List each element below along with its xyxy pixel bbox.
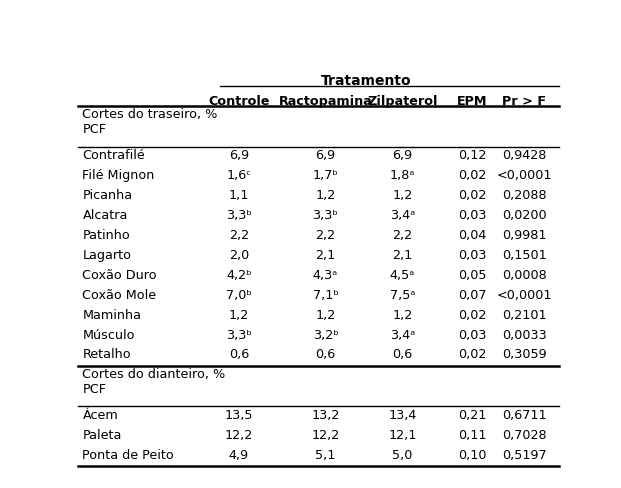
Text: 6,9: 6,9 bbox=[229, 149, 249, 163]
Text: Picanha: Picanha bbox=[83, 189, 132, 202]
Text: 12,1: 12,1 bbox=[388, 428, 417, 442]
Text: 13,2: 13,2 bbox=[311, 409, 340, 422]
Text: <0,0001: <0,0001 bbox=[497, 169, 552, 182]
Text: 3,4ᵃ: 3,4ᵃ bbox=[390, 328, 415, 342]
Text: Alcatra: Alcatra bbox=[83, 209, 128, 222]
Text: Patinho: Patinho bbox=[83, 229, 130, 242]
Text: 2,1: 2,1 bbox=[315, 249, 335, 262]
Text: 0,10: 0,10 bbox=[458, 448, 486, 462]
Text: 0,11: 0,11 bbox=[458, 428, 486, 442]
Text: 6,9: 6,9 bbox=[392, 149, 412, 163]
Text: Ractopamina: Ractopamina bbox=[279, 95, 373, 107]
Text: 0,03: 0,03 bbox=[458, 328, 486, 342]
Text: 1,1: 1,1 bbox=[229, 189, 249, 202]
Text: 0,02: 0,02 bbox=[458, 189, 486, 202]
Text: 1,6ᶜ: 1,6ᶜ bbox=[226, 169, 252, 182]
Text: Ácem: Ácem bbox=[83, 409, 118, 422]
Text: Contrafilé: Contrafilé bbox=[83, 149, 145, 163]
Text: 0,0033: 0,0033 bbox=[502, 328, 546, 342]
Text: 0,6711: 0,6711 bbox=[502, 409, 546, 422]
Text: 12,2: 12,2 bbox=[311, 428, 340, 442]
Text: 7,0ᵇ: 7,0ᵇ bbox=[226, 289, 252, 302]
Text: 0,02: 0,02 bbox=[458, 348, 486, 362]
Text: 7,5ᵃ: 7,5ᵃ bbox=[390, 289, 415, 302]
Text: 3,3ᵇ: 3,3ᵇ bbox=[312, 209, 338, 222]
Text: 0,6: 0,6 bbox=[392, 348, 412, 362]
Text: 0,6: 0,6 bbox=[315, 348, 335, 362]
Text: 0,5197: 0,5197 bbox=[502, 448, 546, 462]
Text: <0,0001: <0,0001 bbox=[497, 289, 552, 302]
Text: Filé Mignon: Filé Mignon bbox=[83, 169, 155, 182]
Text: 1,2: 1,2 bbox=[315, 189, 335, 202]
Text: 0,0008: 0,0008 bbox=[502, 269, 546, 282]
Text: 0,07: 0,07 bbox=[458, 289, 486, 302]
Text: 2,1: 2,1 bbox=[392, 249, 412, 262]
Text: 2,2: 2,2 bbox=[229, 229, 249, 242]
Text: Pr > F: Pr > F bbox=[502, 95, 546, 107]
Text: 13,5: 13,5 bbox=[225, 409, 253, 422]
Text: Ponta de Peito: Ponta de Peito bbox=[83, 448, 174, 462]
Text: 5,1: 5,1 bbox=[315, 448, 336, 462]
Text: 0,03: 0,03 bbox=[458, 209, 486, 222]
Text: 0,3059: 0,3059 bbox=[502, 348, 546, 362]
Text: 0,9428: 0,9428 bbox=[502, 149, 546, 163]
Text: 3,2ᵇ: 3,2ᵇ bbox=[312, 328, 338, 342]
Text: 2,2: 2,2 bbox=[315, 229, 335, 242]
Text: Coxão Duro: Coxão Duro bbox=[83, 269, 157, 282]
Text: 0,03: 0,03 bbox=[458, 249, 486, 262]
Text: Paleta: Paleta bbox=[83, 428, 122, 442]
Text: Músculo: Músculo bbox=[83, 328, 135, 342]
Text: Cortes do traseiro, %
PCF: Cortes do traseiro, % PCF bbox=[83, 108, 218, 137]
Text: 1,7ᵇ: 1,7ᵇ bbox=[312, 169, 338, 182]
Text: 0,1501: 0,1501 bbox=[502, 249, 546, 262]
Text: 2,2: 2,2 bbox=[392, 229, 412, 242]
Text: 0,12: 0,12 bbox=[458, 149, 486, 163]
Text: 6,9: 6,9 bbox=[315, 149, 335, 163]
Text: 0,05: 0,05 bbox=[458, 269, 486, 282]
Text: 4,2ᵇ: 4,2ᵇ bbox=[226, 269, 252, 282]
Text: Coxão Mole: Coxão Mole bbox=[83, 289, 156, 302]
Text: 0,7028: 0,7028 bbox=[502, 428, 546, 442]
Text: 4,9: 4,9 bbox=[229, 448, 249, 462]
Text: Maminha: Maminha bbox=[83, 308, 142, 322]
Text: 1,2: 1,2 bbox=[392, 189, 412, 202]
Text: 0,04: 0,04 bbox=[458, 229, 486, 242]
Text: EPM: EPM bbox=[457, 95, 487, 107]
Text: Lagarto: Lagarto bbox=[83, 249, 132, 262]
Text: 4,3ᵃ: 4,3ᵃ bbox=[313, 269, 338, 282]
Text: 1,2: 1,2 bbox=[392, 308, 412, 322]
Text: Retalho: Retalho bbox=[83, 348, 131, 362]
Text: 3,4ᵃ: 3,4ᵃ bbox=[390, 209, 415, 222]
Text: 1,2: 1,2 bbox=[229, 308, 249, 322]
Text: 0,02: 0,02 bbox=[458, 308, 486, 322]
Text: 13,4: 13,4 bbox=[388, 409, 417, 422]
Text: 0,9981: 0,9981 bbox=[502, 229, 546, 242]
Text: 3,3ᵇ: 3,3ᵇ bbox=[226, 328, 252, 342]
Text: 5,0: 5,0 bbox=[392, 448, 413, 462]
Text: 3,3ᵇ: 3,3ᵇ bbox=[226, 209, 252, 222]
Text: 0,2088: 0,2088 bbox=[502, 189, 546, 202]
Text: Cortes do dianteiro, %
PCF: Cortes do dianteiro, % PCF bbox=[83, 368, 225, 396]
Text: Tratamento: Tratamento bbox=[321, 74, 412, 87]
Text: Controle: Controle bbox=[208, 95, 270, 107]
Text: 4,5ᵃ: 4,5ᵃ bbox=[390, 269, 415, 282]
Text: 12,2: 12,2 bbox=[225, 428, 253, 442]
Text: 0,6: 0,6 bbox=[229, 348, 249, 362]
Text: 0,02: 0,02 bbox=[458, 169, 486, 182]
Text: Zilpaterol: Zilpaterol bbox=[367, 95, 438, 107]
Text: 1,8ᵃ: 1,8ᵃ bbox=[390, 169, 415, 182]
Text: 0,2101: 0,2101 bbox=[502, 308, 546, 322]
Text: 0,0200: 0,0200 bbox=[502, 209, 546, 222]
Text: 2,0: 2,0 bbox=[229, 249, 249, 262]
Text: 0,21: 0,21 bbox=[458, 409, 486, 422]
Text: 1,2: 1,2 bbox=[315, 308, 335, 322]
Text: 7,1ᵇ: 7,1ᵇ bbox=[312, 289, 338, 302]
